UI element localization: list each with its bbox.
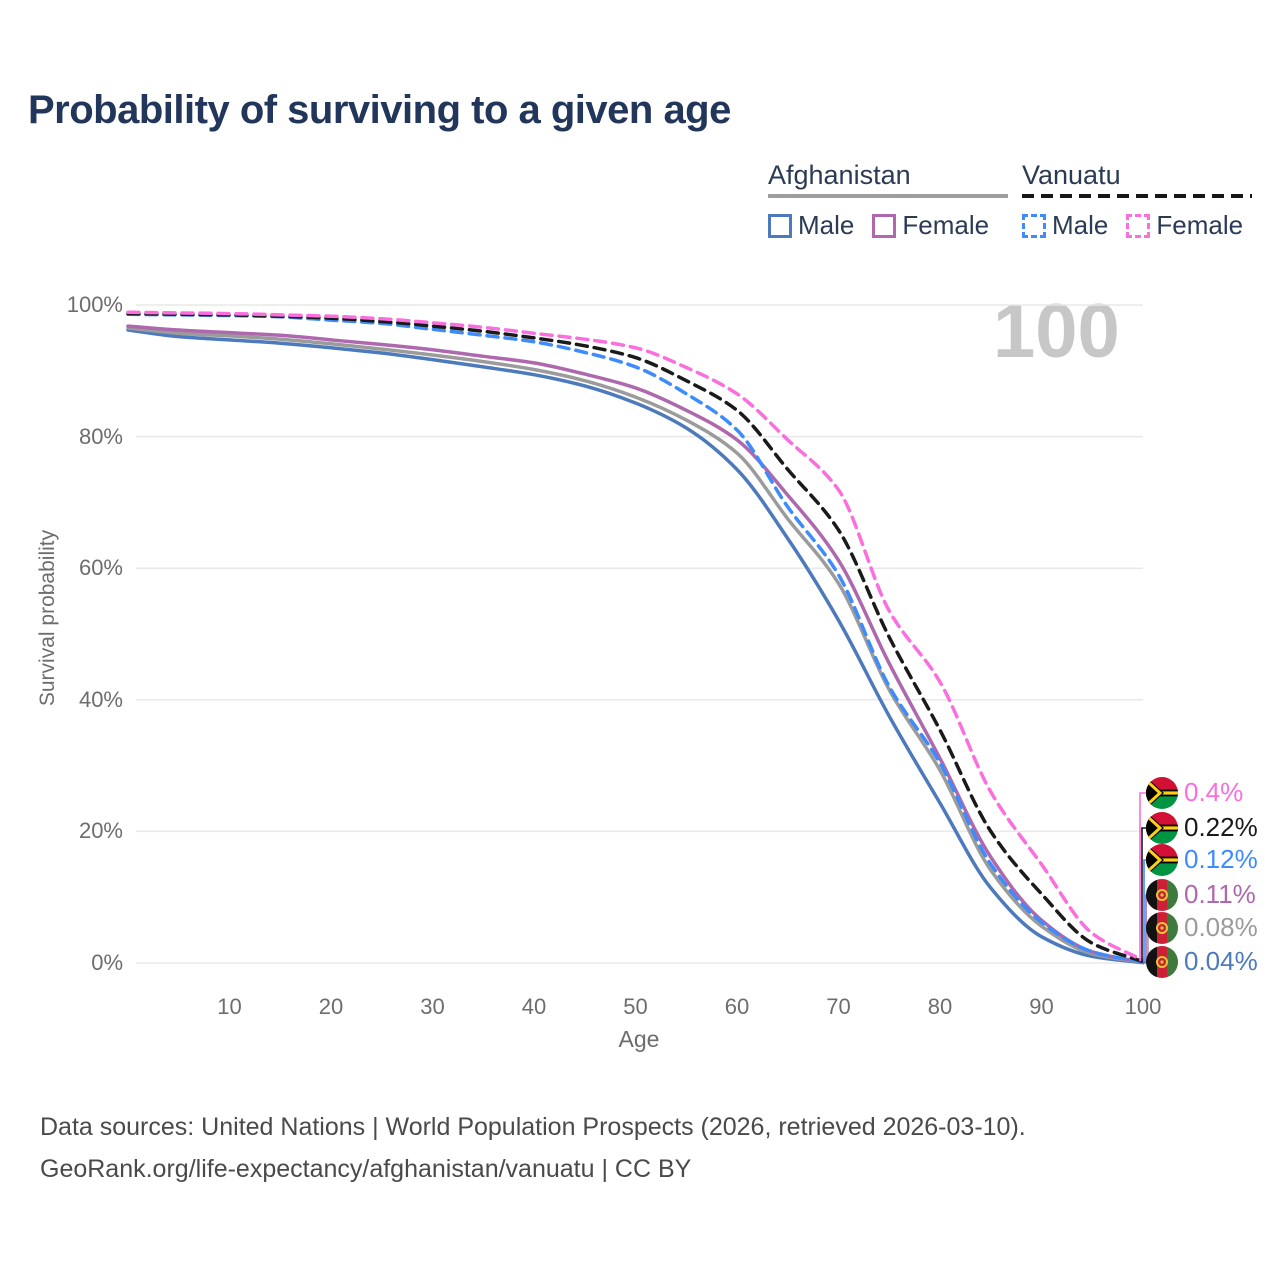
legend-swatch-male (1022, 213, 1046, 238)
x-tick-60: 60 (724, 994, 750, 1019)
y-tick-40: 40% (78, 686, 123, 712)
curve-afghanistan-female[interactable] (126, 324, 1145, 965)
end-value-label-afghanistan-both-sexes: 0.08% (1184, 912, 1258, 942)
curve-afghanistan-both-sexes[interactable] (126, 326, 1145, 965)
legend-item-afghanistan-male[interactable]: Male (768, 210, 854, 241)
vanuatu-flag-badge (1146, 844, 1178, 876)
y-tick-0: 0% (91, 950, 123, 975)
legend-item-label: Male (798, 210, 855, 240)
y-tick-20: 20% (78, 818, 123, 844)
legend-group-vanuatu: Vanuatu Male Female (1022, 160, 1252, 241)
end-value-label-vanuatu-female: 0.4% (1184, 777, 1244, 807)
vanuatu-flag-badge (1146, 812, 1178, 844)
watermark-age-100: 100 (993, 289, 1120, 374)
y-tick-80: 80% (78, 423, 123, 449)
x-tick-100: 100 (1124, 994, 1162, 1019)
afghanistan-flag-badge (1146, 912, 1178, 944)
footer-data-sources: Data sources: United Nations | World Pop… (40, 1113, 1026, 1141)
legend-item-vanuatu-female[interactable]: Female (1126, 210, 1243, 241)
end-value-label-vanuatu-both-sexes: 0.22% (1184, 812, 1258, 842)
afghanistan-flag-badge (1146, 946, 1178, 978)
vanuatu-flag-icon (1146, 777, 1178, 809)
x-axis-title: Age (618, 1026, 660, 1052)
footer-attribution: GeoRank.org/life-expectancy/afghanistan/… (40, 1155, 692, 1183)
x-tick-80: 80 (927, 994, 953, 1019)
x-tick-70: 70 (826, 994, 851, 1019)
end-value-label-afghanistan-male: 0.04% (1184, 946, 1258, 976)
x-tick-50: 50 (623, 994, 648, 1019)
legend-swatch-female (1126, 213, 1151, 238)
x-tick-20: 20 (318, 994, 344, 1019)
afghanistan-flag-badge (1146, 879, 1178, 911)
legend-swatch-male (768, 213, 792, 238)
y-tick-100: 100% (66, 292, 123, 317)
y-tick-60: 60% (78, 555, 123, 581)
vanuatu-flag-badge (1146, 777, 1178, 809)
end-value-label-vanuatu-male: 0.12% (1184, 844, 1258, 874)
x-tick-30: 30 (420, 994, 445, 1019)
afghanistan-flag-icon (1146, 912, 1178, 944)
vanuatu-flag-icon (1146, 812, 1178, 844)
legend-item-label: Female (1156, 210, 1244, 240)
legend-vanuatu-header[interactable]: Vanuatu (1022, 160, 1121, 190)
legend-item-label: Male (1052, 210, 1109, 240)
legend-item-label: Female (902, 210, 990, 240)
x-tick-40: 40 (521, 994, 547, 1019)
legend-afghanistan-line-sample (768, 194, 1008, 198)
page-title: Probability of surviving to a given age (28, 88, 731, 132)
curve-afghanistan-male[interactable] (126, 328, 1145, 965)
curve-vanuatu-male[interactable] (126, 312, 1145, 964)
legend-swatch-female (872, 213, 897, 238)
footer: Data sources: United Nations | World Pop… (40, 1106, 1026, 1190)
x-tick-10: 10 (217, 994, 242, 1019)
x-tick-90: 90 (1029, 994, 1054, 1019)
end-value-label-afghanistan-female: 0.11% (1184, 879, 1256, 909)
legend-item-vanuatu-male[interactable]: Male (1022, 210, 1108, 241)
legend-group-afghanistan: Afghanistan Male Female (768, 160, 1008, 241)
curve-vanuatu-female[interactable] (126, 310, 1145, 963)
legend-afghanistan-header[interactable]: Afghanistan (768, 160, 911, 190)
legend-item-afghanistan-female[interactable]: Female (872, 210, 989, 241)
afghanistan-flag-icon (1146, 879, 1178, 911)
afghanistan-flag-icon (1146, 946, 1178, 978)
legend-vanuatu-line-sample (1022, 194, 1252, 198)
vanuatu-flag-icon (1146, 844, 1178, 876)
